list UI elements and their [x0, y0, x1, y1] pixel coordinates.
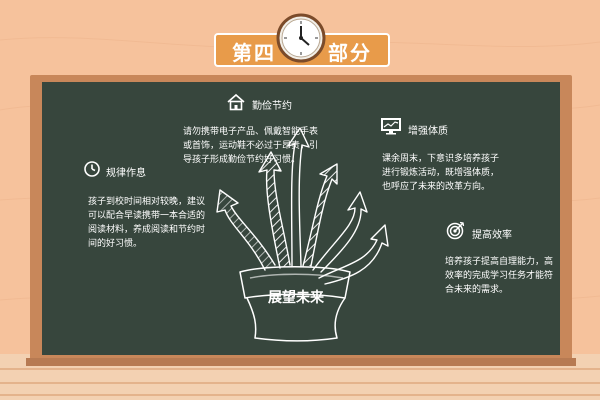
section-title-qinjian: 勤俭节约 [252, 101, 292, 112]
clock-icon [84, 161, 100, 177]
section-title-zengqiang: 增强体质 [408, 126, 448, 137]
center-label: 展望未来 [268, 290, 324, 306]
floor-line [0, 394, 600, 396]
section-body-tigao: 培养孩子提高自理能力，高效率的完成学习任务才能符合未来的需求。 [445, 257, 554, 295]
floor-line [0, 368, 600, 370]
growth-arrows-illustration [216, 127, 389, 342]
monitor-chart-icon [381, 118, 401, 135]
blackboard-ledge [26, 358, 576, 366]
section-title-guilv: 规律作息 [106, 168, 146, 179]
title-left-text: 第四 [232, 41, 276, 65]
blackboard [42, 82, 560, 355]
section-body-guilv: 孩子到校时间相对较晚，建议可以配合早读携带一本合适的阅读材料，养成阅读和节约时间… [88, 197, 206, 249]
floor-line [0, 382, 600, 384]
home-icon [227, 93, 245, 111]
target-icon [446, 221, 465, 240]
section-body-qinjian: 请勿携带电子产品、佩戴智能手表或首饰，运动鞋不必过于昂贵，引导孩子形成勤俭节约好… [183, 127, 319, 165]
section-body-zengqiang: 课余周末，下意识多培养孩子进行锻炼活动，既增强体质，也呼应了未来的改革方向。 [382, 154, 500, 192]
section-title-tigao: 提高效率 [472, 230, 512, 241]
wall-clock-icon [276, 13, 326, 63]
title-right-text: 部分 [328, 41, 372, 65]
